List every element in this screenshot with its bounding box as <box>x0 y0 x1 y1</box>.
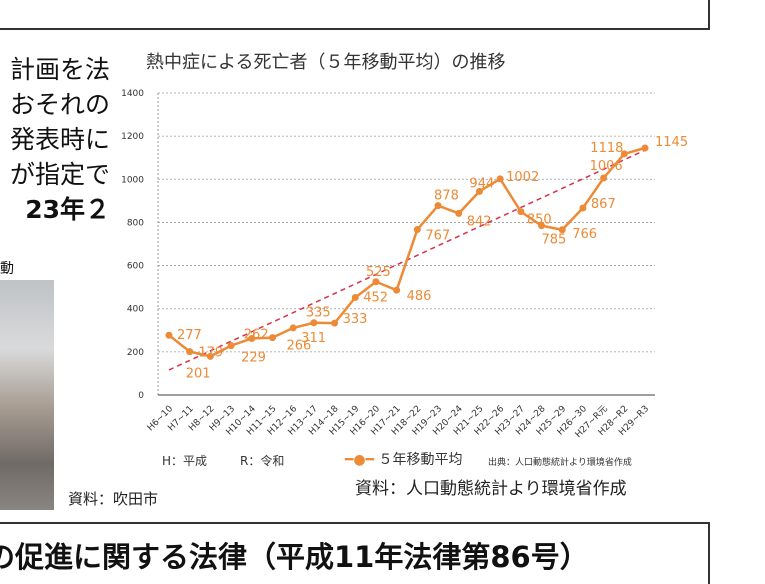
data-label: 850 <box>527 213 552 228</box>
y-tick-label: 1000 <box>121 175 144 185</box>
data-label: 842 <box>467 214 492 229</box>
data-label: 311 <box>301 331 326 346</box>
data-label: 335 <box>306 306 331 321</box>
photo-label: 動 <box>0 261 14 277</box>
legend-series: ━●━ ５年移動平均 <box>345 452 463 468</box>
legend-abbr-h: H：平成 <box>162 454 208 468</box>
chart-title: 熱中症による死亡者（５年移動平均）の推移 <box>146 52 506 73</box>
text-line: 発表時に <box>9 125 110 154</box>
data-point <box>538 222 546 230</box>
data-point <box>475 187 483 195</box>
data-label: 878 <box>434 189 459 204</box>
data-label: 229 <box>241 351 266 366</box>
data-point <box>227 342 235 350</box>
data-point <box>496 175 504 183</box>
text-line: 計画を法 <box>9 55 110 84</box>
data-point <box>517 208 525 216</box>
chart-source: 資料：人口動態統計より環境省作成 <box>355 479 627 499</box>
data-label: 262 <box>244 327 269 342</box>
series-line <box>168 146 646 358</box>
data-label: 785 <box>542 233 567 248</box>
data-point <box>641 144 649 152</box>
y-tick-label: 800 <box>127 218 144 228</box>
data-label: 1006 <box>590 159 623 174</box>
data-point <box>165 331 173 339</box>
data-point <box>289 324 297 332</box>
data-point <box>558 226 566 234</box>
data-label: 767 <box>425 229 450 244</box>
data-label: 944 <box>469 176 494 191</box>
text-line-bold: 23年２ <box>25 195 110 224</box>
legend-abbr-r: R：令和 <box>240 454 285 468</box>
data-point <box>393 286 401 294</box>
data-point <box>372 278 380 286</box>
y-tick-label: 1200 <box>121 132 144 142</box>
text-line: おそれの <box>9 90 110 119</box>
data-point <box>455 209 463 217</box>
data-point <box>434 202 442 210</box>
data-point <box>413 226 421 234</box>
data-label: 201 <box>186 367 211 382</box>
data-label: 486 <box>407 289 432 304</box>
y-tick-label: 400 <box>127 305 144 315</box>
y-tick-label: 0 <box>138 391 144 401</box>
bottom-heading-box <box>0 522 710 584</box>
data-label: 525 <box>366 265 391 280</box>
data-point <box>620 150 628 158</box>
data-point <box>186 348 194 356</box>
text-line: が指定で <box>9 160 110 189</box>
data-point <box>331 319 339 327</box>
data-point <box>579 204 587 212</box>
data-label: 1002 <box>506 170 539 185</box>
data-label: 1145 <box>655 135 688 150</box>
data-label: 1118 <box>590 141 623 156</box>
chart: 0200400600800100012001400H6~10H7~11H8~12… <box>121 89 688 440</box>
data-label: 867 <box>591 197 616 212</box>
left-body-text: 計画を法 おそれの 発表時に が指定で 23年２ <box>0 52 110 227</box>
data-label: 333 <box>343 312 368 327</box>
top-text-box <box>0 0 710 30</box>
data-label: 179 <box>198 345 223 360</box>
activity-photo <box>0 280 54 510</box>
data-label: 266 <box>286 339 311 354</box>
data-point <box>351 293 359 301</box>
y-tick-label: 600 <box>127 262 144 272</box>
bottom-heading: の促進に関する法律（平成11年法律第86号） <box>0 540 589 574</box>
chart-source-small: 出典：人口動態統計より環境省作成 <box>488 458 632 468</box>
y-tick-label: 1400 <box>121 89 144 99</box>
data-point <box>268 334 276 342</box>
data-label: 277 <box>177 328 202 343</box>
data-label: 452 <box>363 290 388 305</box>
data-point <box>310 319 318 327</box>
legend-series-label: ５年移動平均 <box>378 452 463 468</box>
data-label: 766 <box>572 227 597 242</box>
photo-caption: 資料：吹田市 <box>68 490 159 508</box>
data-point <box>206 352 214 360</box>
data-point <box>248 334 256 342</box>
data-point <box>600 174 608 182</box>
y-tick-label: 200 <box>127 348 144 358</box>
